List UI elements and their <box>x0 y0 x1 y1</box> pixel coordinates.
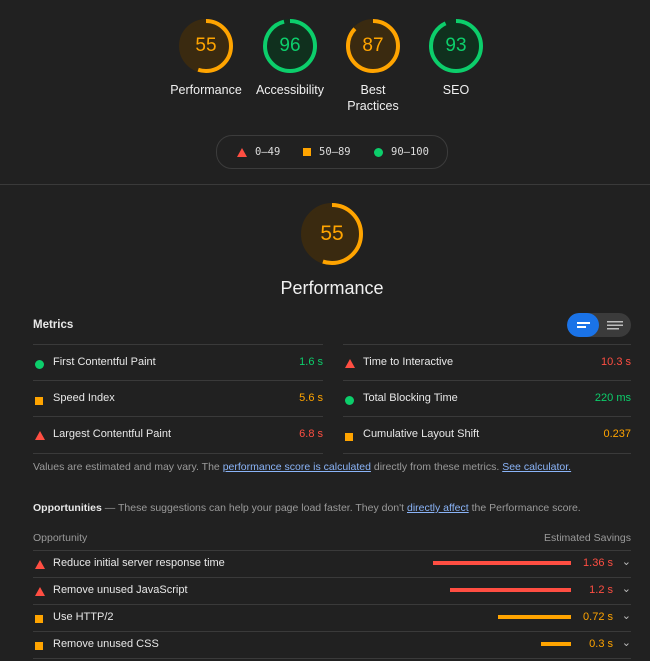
metric-value: 5.6 s <box>299 392 323 404</box>
gauge-performance[interactable]: 55 Performance <box>156 18 256 98</box>
metric-label: First Contentful Paint <box>53 356 156 368</box>
compact-list-icon <box>577 322 590 328</box>
metric-row: Speed Index 5.6 s <box>33 380 323 417</box>
savings-bar <box>540 642 571 646</box>
chevron-down-icon[interactable]: ⌄ <box>621 583 631 595</box>
metric-row: Total Blocking Time 220 ms <box>343 380 631 417</box>
opportunity-row[interactable]: Remove unused CSS 0.3 s ⌄ <box>33 631 631 659</box>
opportunity-label: Remove unused JavaScript <box>53 584 188 596</box>
triangle-icon <box>35 431 45 440</box>
gauge-score: 87 <box>362 35 384 56</box>
metric-label: Total Blocking Time <box>363 392 458 404</box>
gauge-ring <box>346 19 400 73</box>
gauge-ring <box>301 203 363 265</box>
divider <box>0 184 650 185</box>
metric-label: Time to Interactive <box>363 356 454 368</box>
circle-icon <box>374 147 383 157</box>
metric-value: 1.6 s <box>299 356 323 368</box>
legend-range: 0–49 <box>255 146 281 158</box>
triangle-icon <box>35 587 45 596</box>
compact-view-button[interactable] <box>567 313 599 337</box>
score-legend: 0–49 50–89 90–100 <box>216 135 448 169</box>
gauge-label: SEO <box>442 83 470 97</box>
metrics-note: Values are estimated and may vary. The p… <box>33 461 571 473</box>
expanded-list-icon <box>607 321 623 330</box>
metric-label: Largest Contentful Paint <box>53 428 172 440</box>
savings-value: 0.3 s <box>589 638 613 650</box>
score-calculated-link[interactable]: performance score is calculated <box>222 461 371 473</box>
intro-text: — These suggestions can help your page l… <box>101 502 407 514</box>
opportunity-column-header: Opportunity <box>33 532 88 544</box>
intro-text: the Performance score. <box>468 502 581 514</box>
opportunity-label: Remove unused CSS <box>53 638 159 650</box>
metric-value: 6.8 s <box>299 428 323 440</box>
triangle-icon <box>345 359 355 368</box>
savings-value: 0.72 s <box>583 611 613 623</box>
metric-label: Speed Index <box>53 392 115 404</box>
opportunity-label: Use HTTP/2 <box>53 611 114 623</box>
legend-fail: 0–49 <box>237 136 280 168</box>
gauge-label: Performance <box>170 83 242 97</box>
legend-range: 90–100 <box>391 146 429 158</box>
square-icon <box>303 148 311 156</box>
gauge-best-practices[interactable]: 87 Best Practices <box>323 18 423 114</box>
square-icon <box>35 642 43 650</box>
gauge-score: 93 <box>445 35 467 56</box>
metric-label: Cumulative Layout Shift <box>363 428 480 440</box>
opportunity-row[interactable]: Use HTTP/2 0.72 s ⌄ <box>33 604 631 631</box>
expanded-view-button[interactable] <box>599 313 631 337</box>
chevron-down-icon[interactable]: ⌄ <box>621 637 631 649</box>
note-text: Values are estimated and may vary. The <box>33 461 223 473</box>
square-icon <box>345 433 353 441</box>
metric-row: Time to Interactive 10.3 s <box>343 344 631 381</box>
opportunity-label: Reduce initial server response time <box>53 557 225 569</box>
square-icon <box>35 397 43 405</box>
directly-affect-link[interactable]: directly affect <box>407 502 469 514</box>
legend-range: 50–89 <box>319 146 351 158</box>
opportunities-title: Opportunities <box>33 502 102 514</box>
category-gauges: 55 Performance 96 Accessibility 87 Best … <box>0 18 650 118</box>
opportunities-header: Opportunity Estimated Savings <box>33 532 631 544</box>
note-text: directly from these metrics. <box>370 461 503 473</box>
gauge-score: 96 <box>279 35 301 56</box>
chevron-down-icon[interactable]: ⌄ <box>621 610 631 622</box>
metrics-title: Metrics <box>33 319 74 331</box>
metric-row: First Contentful Paint 1.6 s <box>33 344 323 381</box>
triangle-icon <box>35 560 45 569</box>
opportunity-row[interactable]: Reduce initial server response time 1.36… <box>33 550 631 577</box>
metric-value: 220 ms <box>594 392 631 404</box>
metric-value: 10.3 s <box>601 356 631 368</box>
chevron-down-icon[interactable]: ⌄ <box>621 556 631 568</box>
see-calculator-link[interactable]: See calculator. <box>502 461 572 473</box>
savings-column-header: Estimated Savings <box>544 532 631 544</box>
opportunity-row[interactable]: Remove unused JavaScript 1.2 s ⌄ <box>33 577 631 604</box>
gauge-accessibility[interactable]: 96 Accessibility <box>240 18 340 98</box>
savings-bar <box>497 615 571 619</box>
gauge-score: 55 <box>195 35 217 56</box>
metric-row: Largest Contentful Paint 6.8 s <box>33 416 323 454</box>
metrics-view-toggle[interactable] <box>567 313 631 337</box>
square-icon <box>35 615 43 623</box>
performance-title: Performance <box>280 278 384 298</box>
gauge-ring <box>429 19 483 73</box>
gauge-label: Accessibility <box>255 83 325 97</box>
opportunities-intro: Opportunities — These suggestions can he… <box>33 502 581 514</box>
gauge-ring <box>179 19 233 73</box>
triangle-icon <box>237 147 247 157</box>
performance-score: 55 <box>320 222 344 245</box>
savings-bar <box>433 561 571 565</box>
circle-icon <box>35 360 44 369</box>
savings-bar <box>449 588 571 592</box>
savings-value: 1.2 s <box>589 584 613 596</box>
performance-gauge: 55 <box>300 202 364 266</box>
gauge-seo[interactable]: 93 SEO <box>406 18 506 98</box>
savings-value: 1.36 s <box>583 557 613 569</box>
gauge-ring <box>263 19 317 73</box>
legend-average: 50–89 <box>303 136 351 168</box>
circle-icon <box>345 396 354 405</box>
legend-pass: 90–100 <box>374 136 429 168</box>
metric-row: Cumulative Layout Shift 0.237 <box>343 416 631 454</box>
gauge-label: Best Practices <box>347 83 399 113</box>
metric-value: 0.237 <box>603 428 631 440</box>
